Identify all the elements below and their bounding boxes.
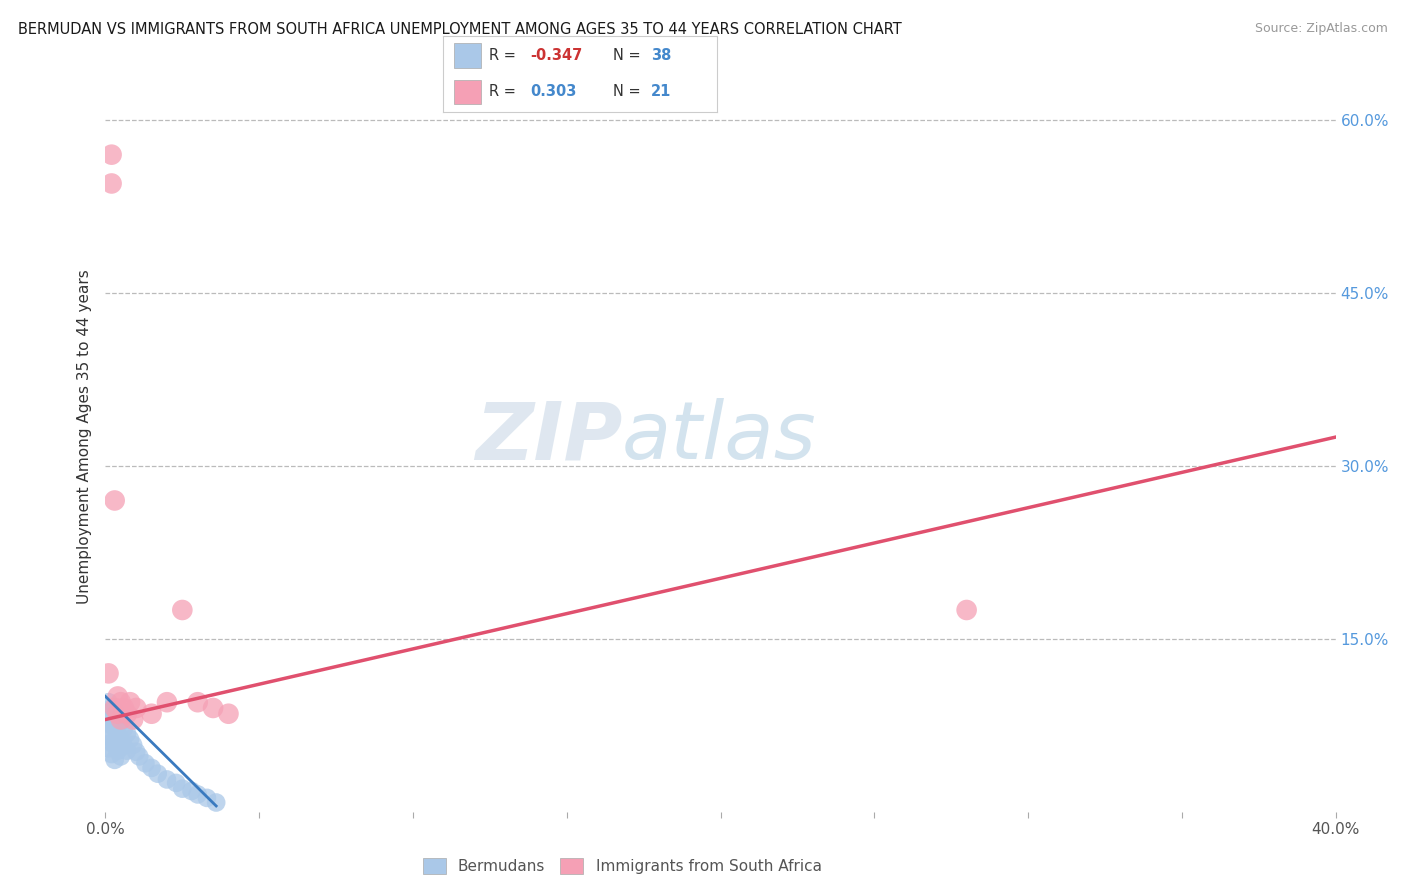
Text: 21: 21 <box>651 84 672 99</box>
Point <box>115 744 138 758</box>
Point <box>125 745 148 759</box>
Point <box>180 784 202 798</box>
Point <box>110 749 132 764</box>
Point <box>104 493 127 508</box>
Legend: Bermudans, Immigrants from South Africa: Bermudans, Immigrants from South Africa <box>418 854 827 879</box>
Point <box>187 695 209 709</box>
Text: BERMUDAN VS IMMIGRANTS FROM SOUTH AFRICA UNEMPLOYMENT AMONG AGES 35 TO 44 YEARS : BERMUDAN VS IMMIGRANTS FROM SOUTH AFRICA… <box>18 22 903 37</box>
Point <box>156 695 179 709</box>
Point <box>205 796 228 810</box>
Point <box>100 701 122 715</box>
Text: -0.347: -0.347 <box>530 48 583 63</box>
Point <box>110 714 132 729</box>
Point <box>172 781 194 796</box>
Point <box>156 772 179 787</box>
Point <box>122 713 145 727</box>
Point <box>110 732 132 747</box>
Point <box>122 738 145 752</box>
Text: ZIP: ZIP <box>475 398 621 476</box>
Point <box>195 790 218 805</box>
Text: 38: 38 <box>651 48 672 63</box>
Point <box>112 722 135 736</box>
Point <box>97 741 120 756</box>
Point <box>97 713 120 727</box>
Point <box>112 701 135 715</box>
Point <box>187 788 209 802</box>
Point <box>107 710 129 724</box>
Text: R =: R = <box>489 84 526 99</box>
Point <box>120 695 141 709</box>
Point <box>94 706 117 721</box>
Point <box>107 690 129 704</box>
Point <box>115 706 138 721</box>
Text: N =: N = <box>613 84 645 99</box>
Point <box>134 756 156 771</box>
Point <box>100 747 122 761</box>
Point <box>104 701 127 715</box>
Point <box>107 706 129 721</box>
Text: N =: N = <box>613 48 645 63</box>
Point <box>100 177 122 191</box>
Point <box>104 738 127 752</box>
Point <box>110 695 132 709</box>
Y-axis label: Unemployment Among Ages 35 to 44 years: Unemployment Among Ages 35 to 44 years <box>76 269 91 605</box>
Point <box>115 726 138 740</box>
Point <box>165 776 187 790</box>
Point <box>97 666 120 681</box>
Point <box>97 695 120 709</box>
Point <box>104 721 127 735</box>
Bar <box>454 44 481 68</box>
Point <box>202 701 225 715</box>
Point <box>956 603 979 617</box>
Point <box>107 744 129 758</box>
Text: atlas: atlas <box>621 398 817 476</box>
Text: R =: R = <box>489 48 522 63</box>
Point <box>125 701 148 715</box>
Point <box>172 603 194 617</box>
Point <box>107 726 129 740</box>
Point <box>100 147 122 161</box>
Point <box>104 703 127 717</box>
Point <box>100 718 122 732</box>
Point <box>110 713 132 727</box>
Point <box>104 753 127 767</box>
Text: Source: ZipAtlas.com: Source: ZipAtlas.com <box>1254 22 1388 36</box>
Point <box>141 706 163 721</box>
Point <box>218 706 240 721</box>
Point <box>94 724 117 739</box>
Point <box>128 749 150 764</box>
Point <box>120 732 141 747</box>
Bar <box>454 79 481 104</box>
Point <box>141 761 163 775</box>
Point <box>97 730 120 744</box>
Text: 0.303: 0.303 <box>530 84 576 99</box>
Point <box>112 739 135 753</box>
Point <box>100 735 122 749</box>
Point <box>146 766 169 780</box>
